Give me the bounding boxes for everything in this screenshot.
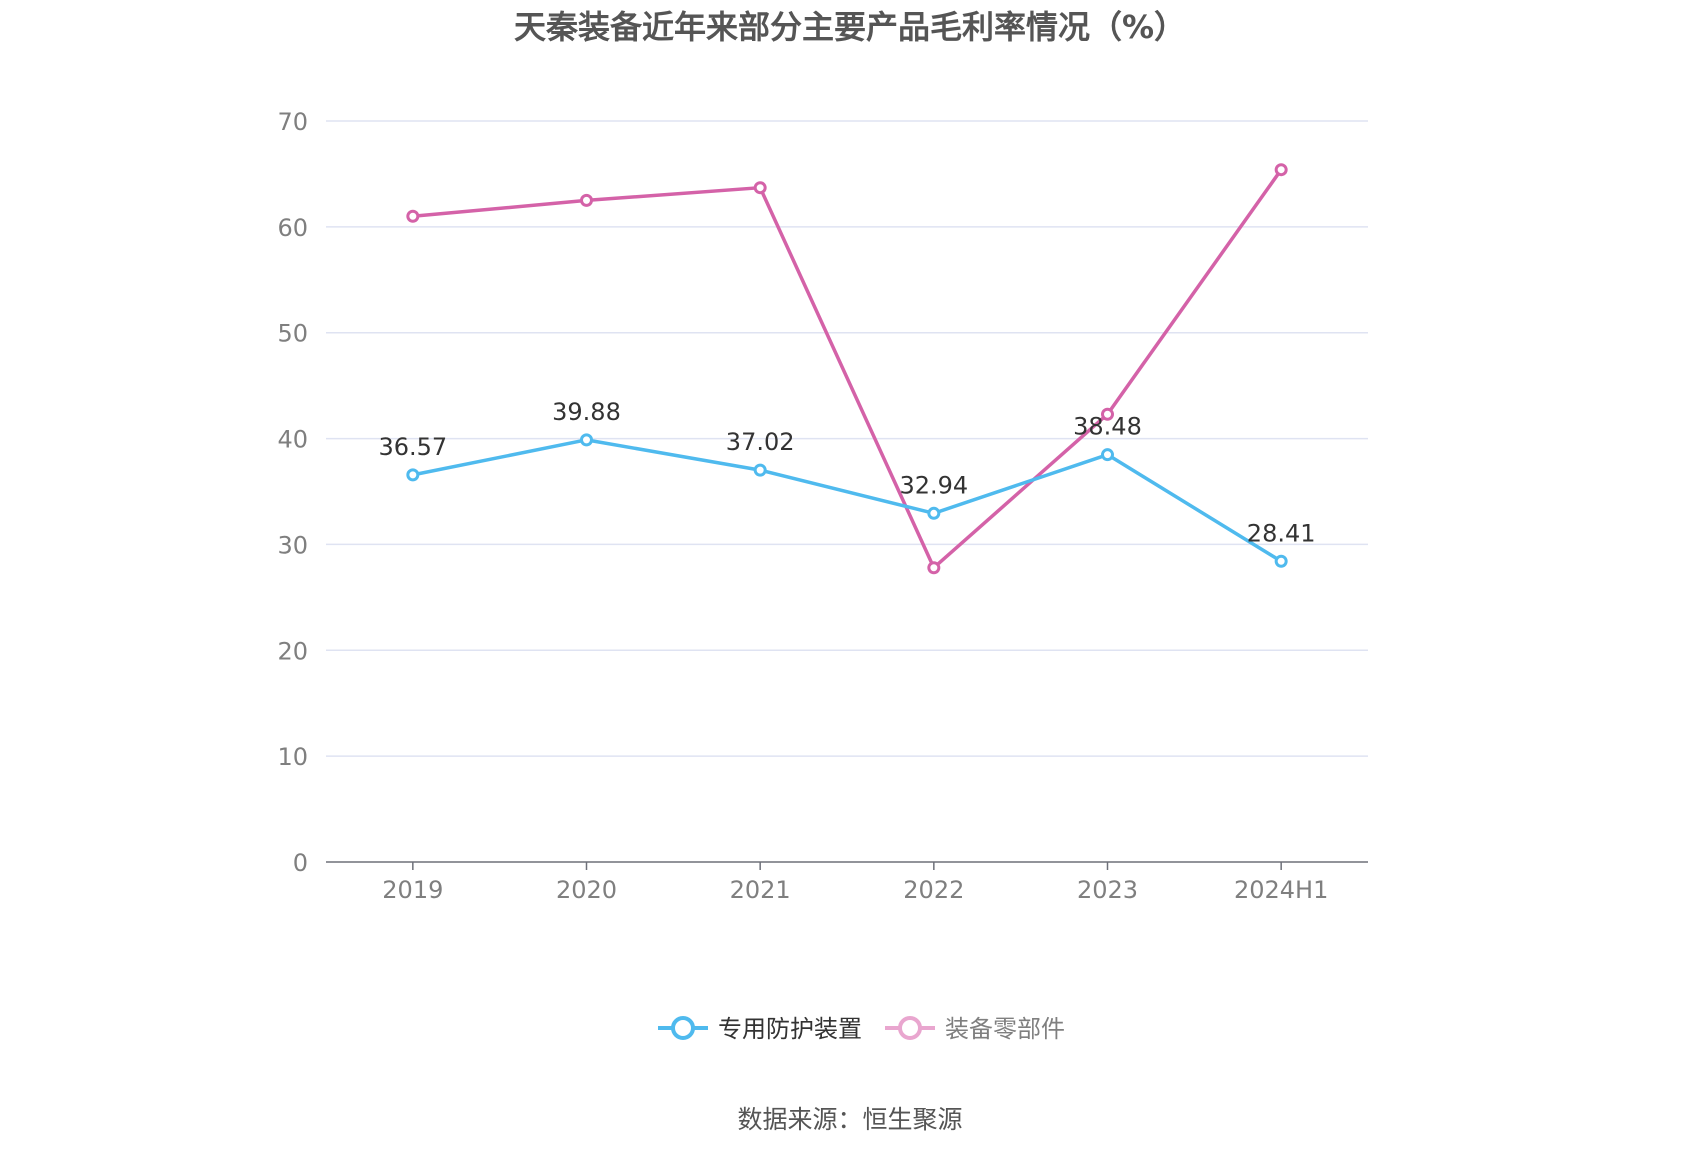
y-tick-label: 50 [277, 320, 308, 348]
axes: 0 10 20 30 40 50 60 70 2019 2020 2021 2022 2023 2024H… [277, 108, 1368, 904]
data-point [1101, 407, 1114, 421]
data-point [580, 433, 593, 447]
data-point [1274, 554, 1288, 568]
data-point [580, 193, 593, 207]
y-tick-label: 60 [277, 214, 308, 242]
gridlines [326, 120, 1368, 757]
data-point [753, 463, 767, 477]
data-label: 36.57 [378, 433, 447, 461]
data-label: 37.02 [726, 428, 795, 456]
x-tick-label: 2020 [556, 876, 617, 904]
x-tick-label: 2021 [730, 876, 791, 904]
data-label: 32.94 [899, 471, 968, 499]
series-line-1 [412, 168, 1283, 570]
series-lines [406, 163, 1288, 575]
source-note: 数据来源：恒生聚源 [737, 1105, 962, 1134]
data-labels: 36.57 39.88 37.02 32.94 38.48 28.41 [378, 398, 1315, 547]
data-point [927, 561, 941, 575]
y-tick-label: 30 [277, 531, 308, 559]
y-tick-label: 70 [277, 108, 308, 136]
data-label: 38.48 [1073, 413, 1142, 441]
data-point [406, 468, 420, 482]
legend-label: 专用防护装置 [718, 1015, 862, 1043]
legend[interactable]: 专用防护装置 装备零部件 [658, 1015, 1065, 1043]
y-tick-label: 10 [277, 743, 308, 771]
data-point [927, 506, 941, 520]
chart-title: 天秦装备近年来部分主要产品毛利率情况（%） [514, 8, 1186, 46]
legend-marker [671, 1016, 695, 1040]
data-point [753, 181, 767, 195]
y-tick-label: 40 [277, 426, 308, 454]
x-tick-label: 2024H1 [1234, 876, 1328, 904]
x-tick-label: 2023 [1077, 876, 1138, 904]
series-line-0 [412, 438, 1283, 563]
legend-marker [898, 1016, 922, 1040]
data-point [1101, 448, 1114, 462]
x-tick-label: 2022 [903, 876, 964, 904]
legend-item[interactable]: 装备零部件 [885, 1015, 1065, 1043]
y-tick-label: 0 [293, 849, 308, 877]
x-tick-label: 2019 [382, 876, 443, 904]
legend-label: 装备零部件 [945, 1015, 1065, 1043]
data-point [1274, 163, 1288, 177]
data-label: 28.41 [1247, 519, 1316, 547]
y-tick-label: 20 [277, 637, 308, 665]
data-label: 39.88 [552, 398, 621, 426]
data-point [406, 209, 420, 223]
legend-item[interactable]: 专用防护装置 [658, 1015, 862, 1043]
